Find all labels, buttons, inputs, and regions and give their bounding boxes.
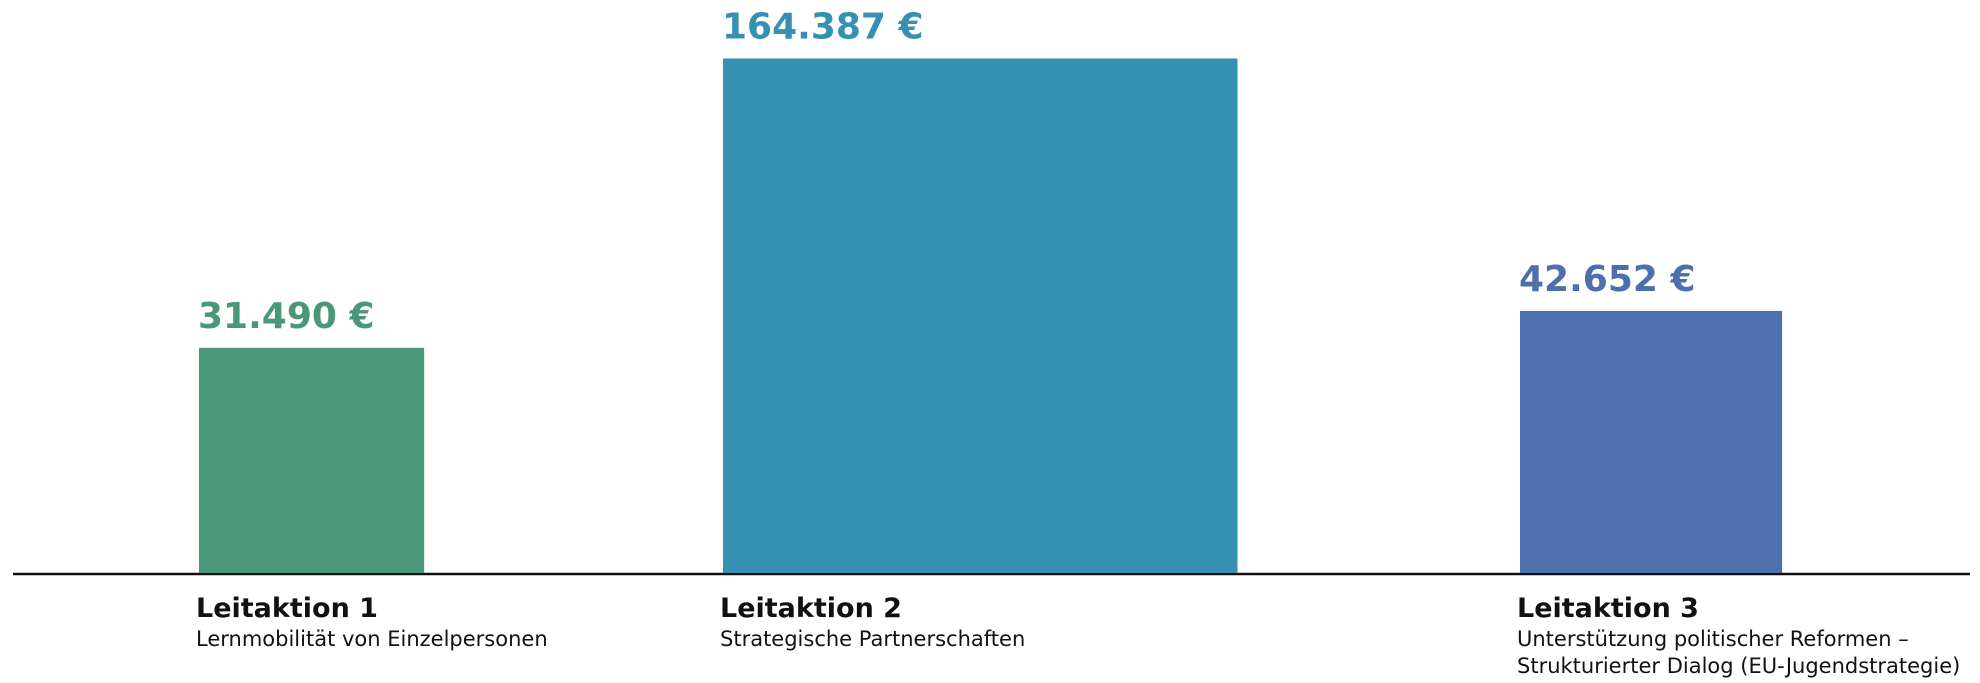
value-label: 31.490 € (198, 296, 375, 337)
bar (199, 347, 425, 573)
value-label: 164.387 € (722, 6, 924, 47)
category-description: Strukturierter Dialog (EU-Jugendstrategi… (1517, 654, 1960, 678)
category-label: Leitaktion 1 (196, 593, 378, 624)
value-label: 42.652 € (1519, 259, 1696, 300)
bar (1520, 310, 1783, 573)
category-description: Strategische Partnerschaften (720, 627, 1025, 651)
bar (723, 58, 1238, 574)
category-description: Lernmobilität von Einzelpersonen (196, 627, 548, 651)
category-label: Leitaktion 2 (720, 593, 902, 624)
category-description: Unterstützung politischer Reformen – (1517, 627, 1909, 651)
category-label: Leitaktion 3 (1517, 593, 1699, 624)
